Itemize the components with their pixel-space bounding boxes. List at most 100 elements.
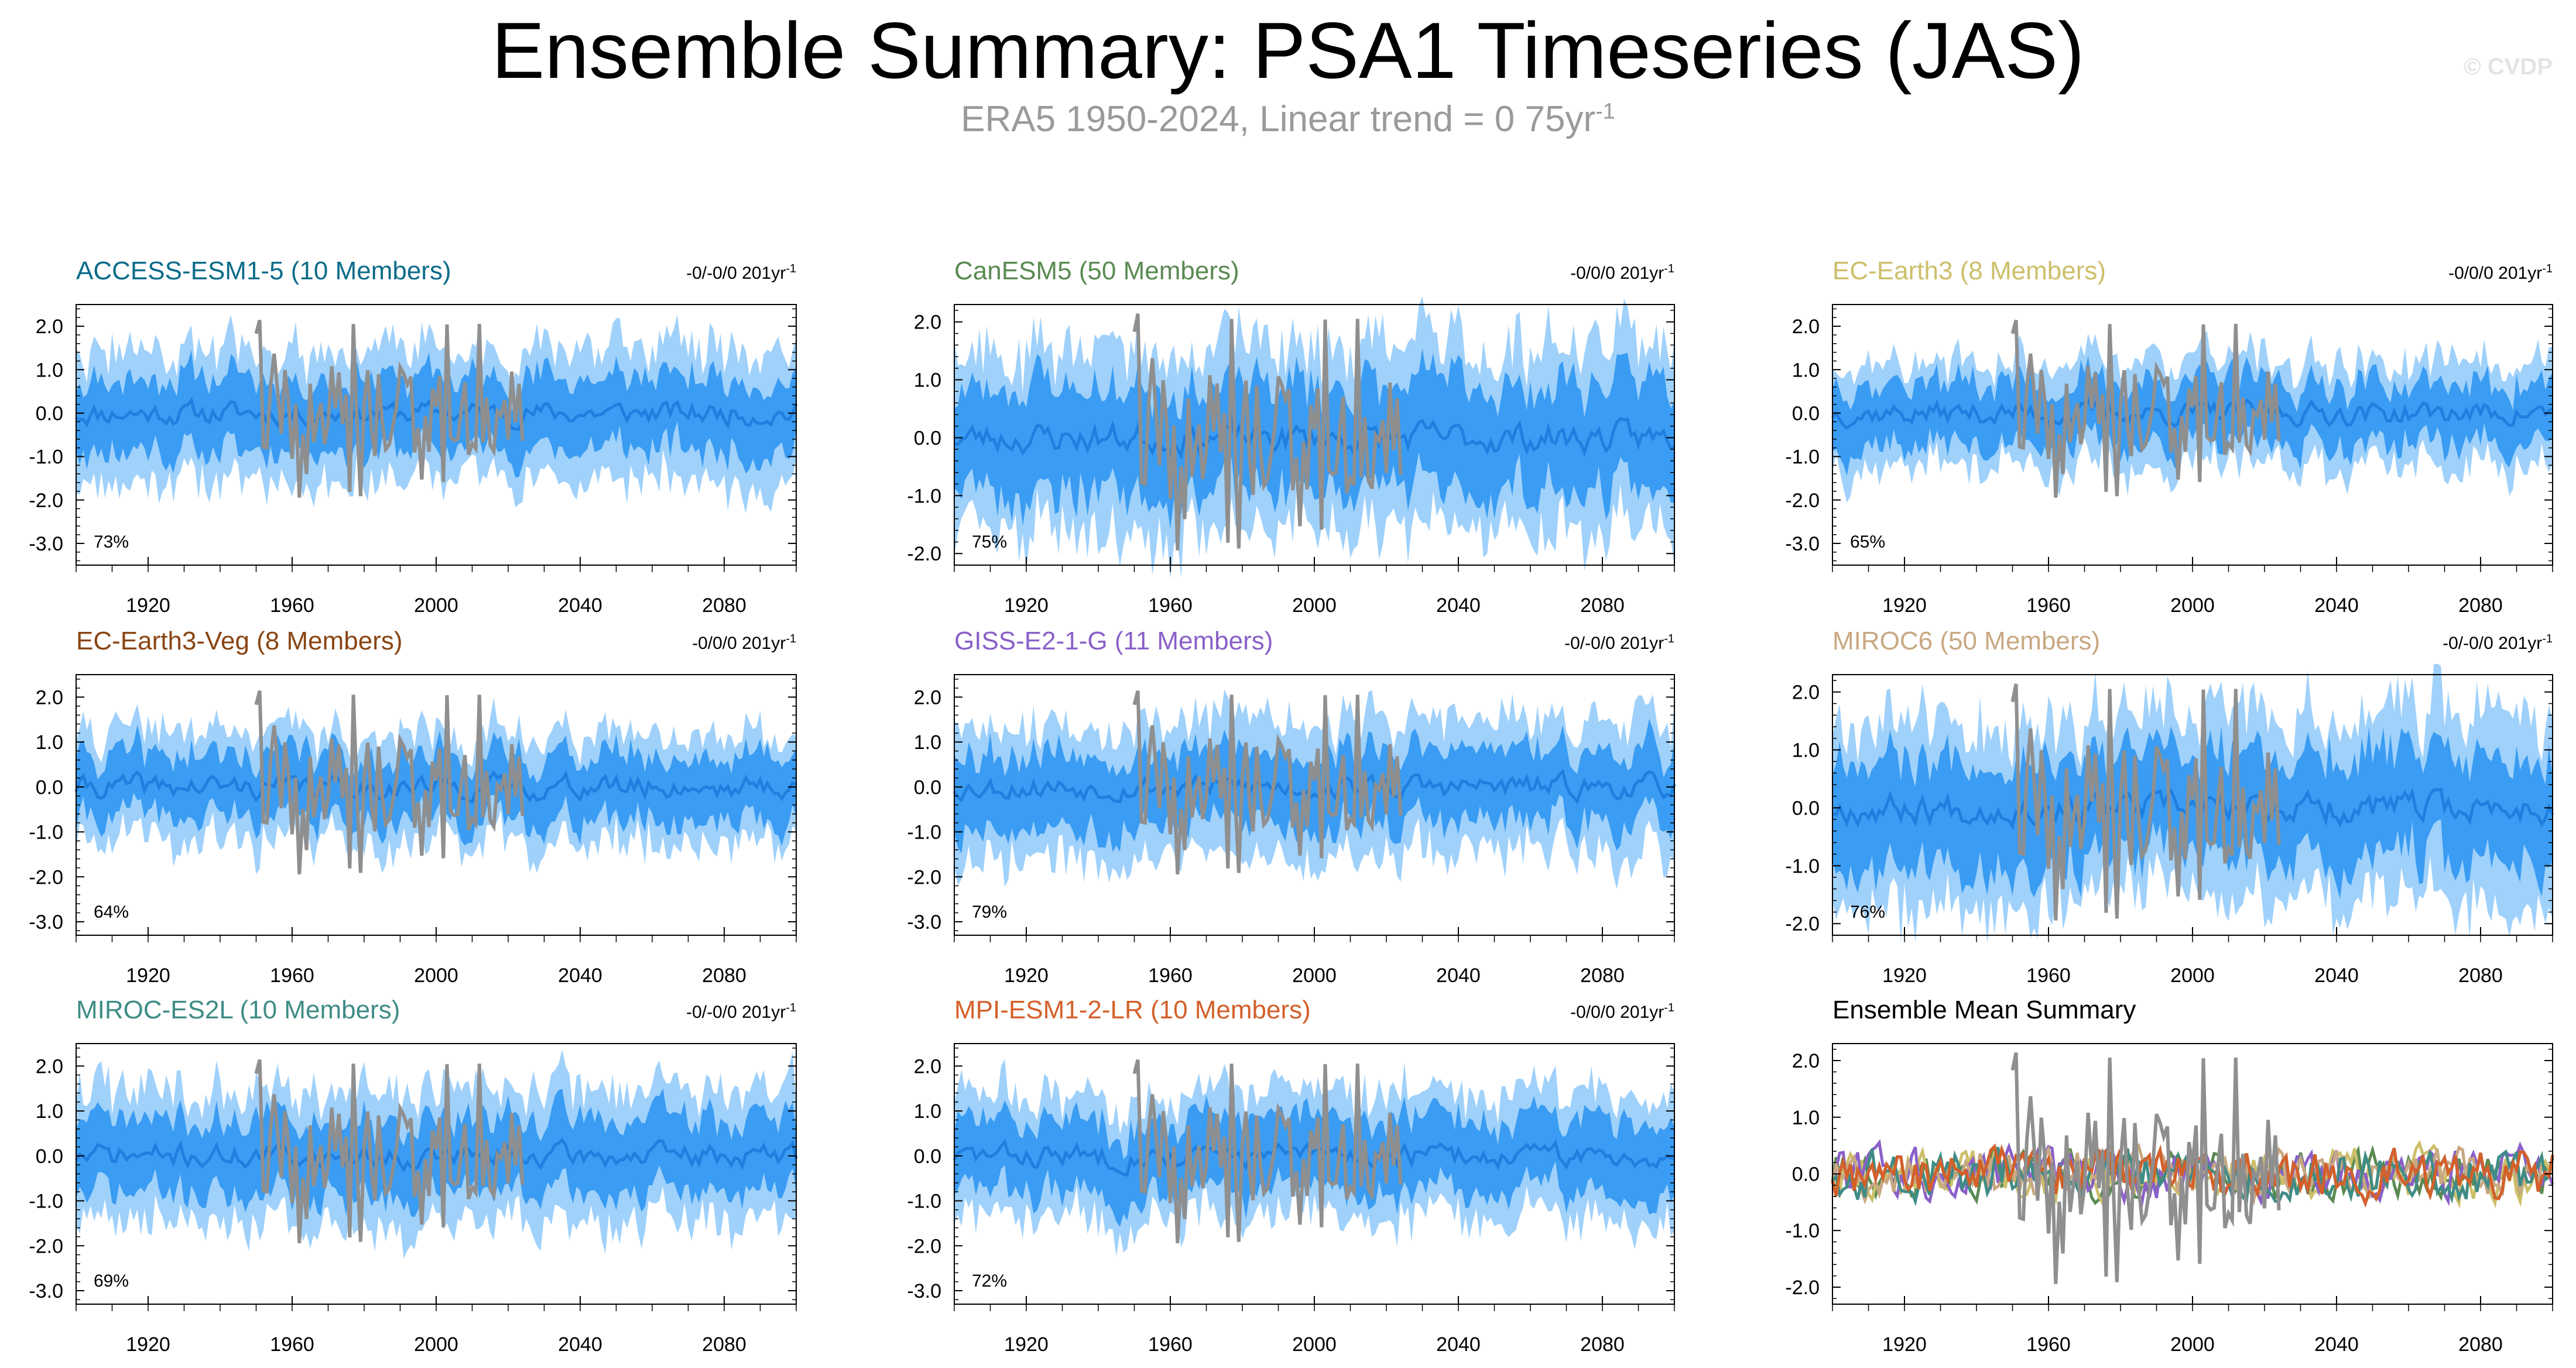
- x-tick-label: 1920: [1882, 1333, 1927, 1356]
- panel-plot: 69% 2.0 1.0 0.0 -1.0 -2.0 -3.0 1920 1960 2000 2040…: [29, 1043, 798, 1356]
- x-tick-label: 2080: [702, 965, 746, 987]
- y-tick-label: -1.0: [907, 822, 941, 844]
- panel-trend-label: -0/0/0 201yr-1: [550, 632, 796, 654]
- series-line-era5: [2010, 1052, 2281, 1284]
- y-tick-label: 2.0: [36, 686, 63, 709]
- y-tick-label: -3.0: [907, 911, 941, 933]
- trend-superscript: -1: [2542, 262, 2553, 275]
- ensemble-inner-band: [76, 724, 796, 846]
- era5-observations-line: [254, 319, 525, 498]
- trend-text: -0/-0/0 201yr: [1564, 634, 1664, 653]
- y-tick-label: 2.0: [1792, 1050, 1820, 1072]
- y-tick-label: 0.0: [914, 427, 941, 449]
- panel-percent-label: 69%: [94, 1271, 129, 1291]
- panel-title: EC-Earth3 (8 Members): [1832, 256, 2106, 285]
- trend-superscript: -1: [1664, 1001, 1674, 1014]
- y-tick-label: 0.0: [914, 777, 941, 799]
- y-tick-label: -2.0: [1785, 913, 1820, 935]
- x-tick-label: 1960: [270, 594, 314, 617]
- ensemble-inner-band: [954, 1095, 1674, 1227]
- y-tick-label: 1.0: [1792, 359, 1820, 381]
- y-tick-label: 1.0: [914, 731, 941, 754]
- x-tick-label: 2000: [2170, 965, 2215, 987]
- panel-plot: 2.0 1.0 0.0 -1.0 -2.0 1920 1960 2000 2040 2080: [1785, 1043, 2554, 1356]
- panel-trend-label: -0/-0/0 201yr-1: [1429, 632, 1674, 654]
- era5-observations-line: [2010, 319, 2281, 498]
- x-tick-label: 2000: [2170, 594, 2215, 617]
- panel-trend-label: -0/0/0 201yr-1: [1429, 262, 1674, 283]
- ensemble-mean-line: [1832, 787, 2554, 830]
- ensemble-mean-line: [75, 396, 798, 431]
- y-tick-label: -1.0: [29, 1191, 63, 1213]
- era5-observations-line: [254, 690, 525, 875]
- subtitle-text: ERA5 1950-2024, Linear trend = 0 75yr: [961, 99, 1596, 139]
- era5-observations-line: [1132, 1059, 1403, 1244]
- y-tick-label: -2.0: [29, 1235, 63, 1257]
- y-tick-label: 0.0: [1792, 402, 1820, 425]
- y-tick-label: -1.0: [907, 1191, 941, 1213]
- x-tick-label: 1920: [1004, 594, 1049, 617]
- x-tick-label: 2080: [702, 1333, 746, 1356]
- y-tick-label: 0.0: [36, 1145, 63, 1168]
- y-tick-label: -2.0: [1785, 1277, 1820, 1299]
- x-tick-label: 1960: [2026, 965, 2071, 987]
- panel-plot: 73% 2.0 1.0 0.0 -1.0 -2.0 -3.0 1920 1960 2000 2040…: [29, 304, 798, 617]
- y-tick-label: -1.0: [29, 822, 63, 844]
- panel-trend-label: -0/-0/0 201yr-1: [550, 1001, 796, 1022]
- trend-text: -0/-0/0 201yr: [2443, 634, 2543, 653]
- ensemble-mean-line: [953, 1138, 1675, 1177]
- figure-subtitle: ERA5 1950-2024, Linear trend = 0 75yr-1: [0, 98, 2576, 140]
- y-tick-label: 1.0: [36, 359, 63, 381]
- x-tick-label: 1960: [2026, 594, 2071, 617]
- y-tick-label: 1.0: [914, 370, 941, 392]
- y-tick-label: 1.0: [36, 1100, 63, 1123]
- y-tick-label: -2.0: [29, 490, 63, 512]
- y-tick-label: 2.0: [1792, 682, 1820, 704]
- y-tick-label: 0.0: [1792, 1164, 1820, 1186]
- x-tick-label: 2080: [2458, 594, 2503, 617]
- y-tick-label: 1.0: [914, 1100, 941, 1123]
- x-tick-label: 1960: [1148, 1333, 1193, 1356]
- panel-plot: 79% 2.0 1.0 0.0 -1.0 -2.0 -3.0 1920 1960 2000 2040…: [907, 674, 1676, 987]
- x-tick-label: 2000: [1292, 965, 1337, 987]
- panel-percent-label: 73%: [94, 532, 129, 552]
- trend-superscript: -1: [786, 632, 796, 645]
- x-tick-label: 2040: [2314, 1333, 2359, 1356]
- ensemble-inner-band: [1832, 726, 2553, 899]
- ensemble-mean-line: [953, 768, 1676, 805]
- series-line-giss-e2-1-g: [1831, 1139, 2554, 1207]
- x-tick-label: 1960: [1148, 965, 1193, 987]
- x-tick-label: 2040: [1436, 965, 1481, 987]
- ensemble-mean-line: [954, 416, 1676, 460]
- panel-percent-label: 65%: [1850, 532, 1885, 552]
- y-tick-label: 0.0: [1792, 797, 1820, 819]
- figure-title: Ensemble Summary: PSA1 Timeseries (JAS): [491, 6, 2085, 95]
- panel-title: MIROC-ES2L (10 Members): [76, 996, 400, 1024]
- x-tick-label: 2000: [2170, 1333, 2215, 1356]
- x-tick-label: 1920: [1882, 965, 1927, 987]
- y-tick-label: 0.0: [36, 777, 63, 799]
- panel-title: GISS-E2-1-G (11 Members): [954, 627, 1273, 655]
- y-tick-label: 1.0: [1792, 740, 1820, 762]
- subtitle-superscript: -1: [1595, 99, 1615, 124]
- x-tick-label: 2040: [1436, 594, 1481, 617]
- y-tick-label: -2.0: [907, 866, 941, 888]
- x-tick-label: 1960: [270, 1333, 314, 1356]
- trend-superscript: -1: [1664, 632, 1674, 645]
- panel-title: CanESM5 (50 Members): [954, 256, 1239, 285]
- series-line-mpi-esm1-2-lr: [1831, 1143, 2554, 1208]
- panel-percent-label: 72%: [972, 1271, 1007, 1291]
- panel-plot: 76% 2.0 1.0 0.0 -1.0 -2.0 1920 1960 2000 2040 2080: [1785, 664, 2554, 987]
- y-tick-label: 2.0: [1792, 316, 1820, 338]
- x-tick-label: 2000: [414, 594, 458, 617]
- y-tick-label: 2.0: [914, 1055, 941, 1078]
- panel-trend-label: -0/0/0 201yr-1: [2307, 262, 2553, 283]
- panel-percent-label: 64%: [94, 902, 129, 922]
- x-tick-label: 2000: [1292, 1333, 1337, 1356]
- y-tick-label: 0.0: [914, 1145, 941, 1168]
- panel-trend-label: -0/0/0 201yr-1: [1429, 1001, 1674, 1022]
- x-tick-label: 1920: [1004, 965, 1049, 987]
- y-tick-label: -1.0: [1785, 1220, 1820, 1242]
- ensemble-mean-line: [74, 770, 797, 804]
- y-tick-label: 2.0: [914, 686, 941, 709]
